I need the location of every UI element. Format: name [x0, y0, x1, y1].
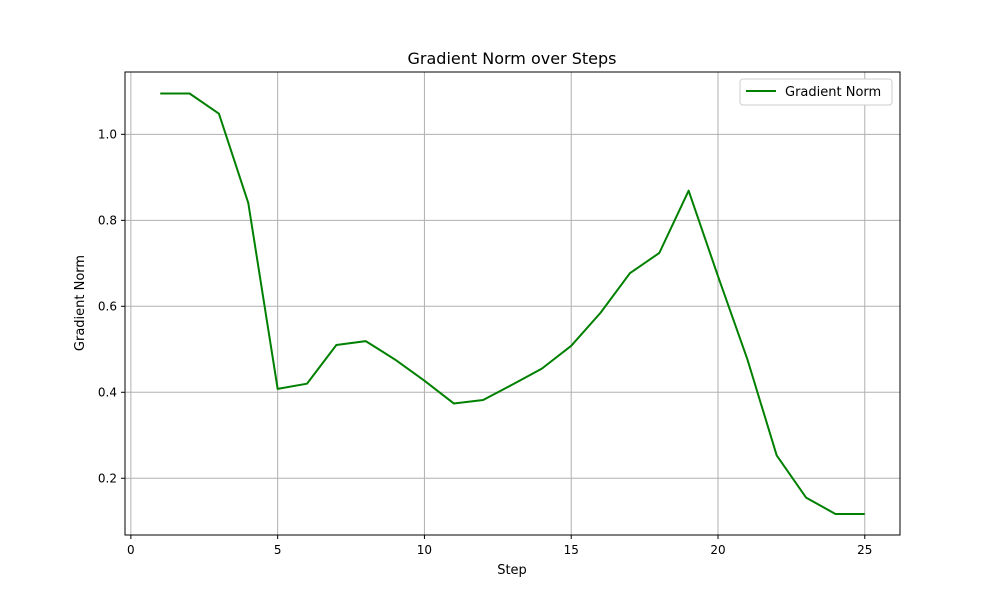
x-tick-label: 25 [857, 543, 872, 557]
y-tick-label: 0.8 [98, 213, 117, 227]
x-axis-label: Step [497, 563, 527, 578]
y-axis-label: Gradient Norm [73, 255, 88, 351]
x-tick-label: 5 [274, 543, 282, 557]
y-tick-label: 0.4 [98, 385, 117, 399]
series-line-gradient-norm [160, 93, 865, 513]
legend-label: Gradient Norm [785, 85, 881, 100]
legend: Gradient Norm [740, 79, 892, 105]
chart-title: Gradient Norm over Steps [408, 49, 617, 68]
x-tick-label: 20 [710, 543, 725, 557]
x-tick-label: 15 [564, 543, 579, 557]
y-tick-label: 0.2 [98, 471, 117, 485]
axis-ticks: 0 5 10 15 20 25 0.2 0.4 0.6 0.8 1.0 [98, 127, 873, 557]
x-tick-label: 10 [417, 543, 432, 557]
series-layer [160, 93, 865, 513]
x-tick-label: 0 [127, 543, 135, 557]
y-tick-label: 0.6 [98, 299, 117, 313]
y-tick-label: 1.0 [98, 127, 117, 141]
